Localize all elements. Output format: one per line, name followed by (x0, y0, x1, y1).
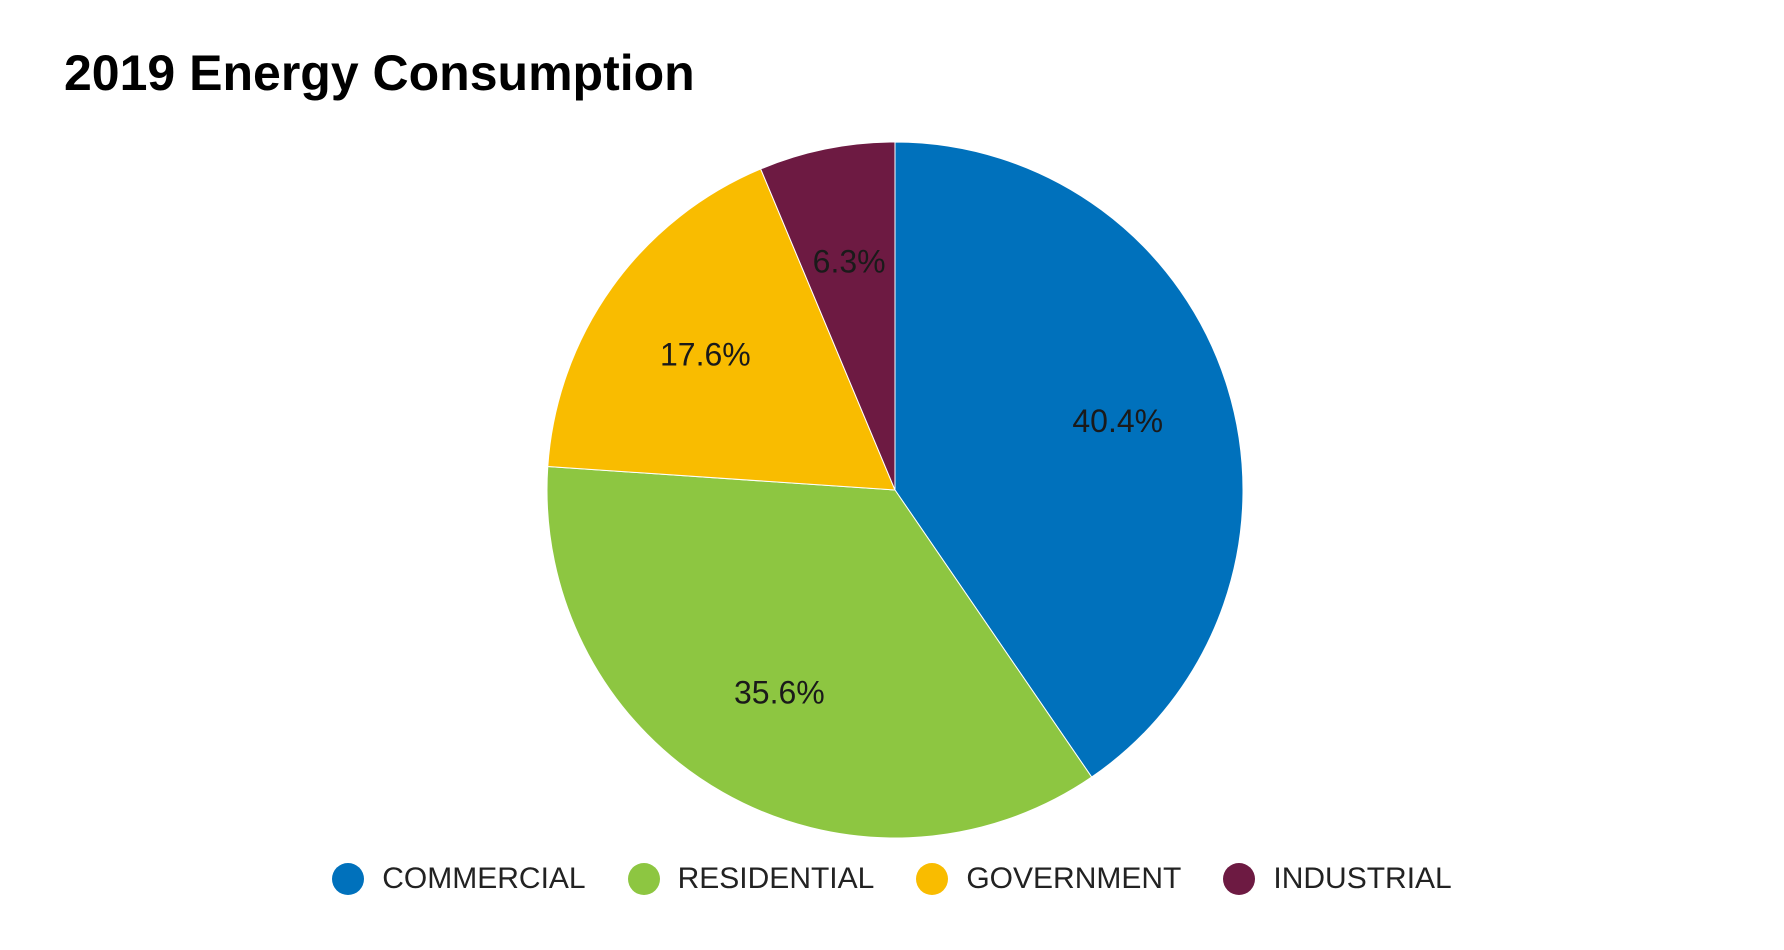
pie-slice-residential[interactable] (546, 465, 1093, 839)
legend-item-government[interactable]: GOVERNMENT (916, 862, 1181, 896)
data-label-commercial: 40.4% (1072, 403, 1163, 439)
pie-slices (546, 141, 1244, 839)
legend-label-industrial: INDUSTRIAL (1273, 862, 1452, 895)
legend-marker-commercial (332, 863, 365, 895)
legend-label-residential: RESIDENTIAL (677, 862, 875, 895)
legend-label-government: GOVERNMENT (966, 862, 1182, 895)
pie-slice-government[interactable] (547, 168, 896, 491)
chart-legend: COMMERCIAL RESIDENTIAL GOVERNMENT INDUSTRIA… (0, 862, 1784, 896)
data-label-government: 17.6% (660, 336, 751, 372)
legend-marker-government (916, 863, 949, 895)
pie-slice-commercial[interactable] (894, 141, 1244, 778)
legend-label-commercial: COMMERCIAL (382, 862, 586, 895)
pie-slice-industrial[interactable] (760, 141, 896, 491)
pie-data-labels: 40.4% 35.6% 17.6% 6.3% (660, 243, 1163, 710)
legend-marker-residential (627, 863, 660, 895)
legend-item-commercial[interactable]: COMMERCIAL (332, 862, 586, 896)
legend-marker-industrial (1223, 863, 1256, 895)
legend-item-residential[interactable]: RESIDENTIAL (627, 862, 875, 896)
chart-title: 2019 Energy Consumption (64, 45, 695, 101)
legend-item-industrial[interactable]: INDUSTRIAL (1223, 862, 1452, 896)
data-label-residential: 35.6% (734, 674, 825, 710)
data-label-industrial: 6.3% (813, 243, 886, 279)
